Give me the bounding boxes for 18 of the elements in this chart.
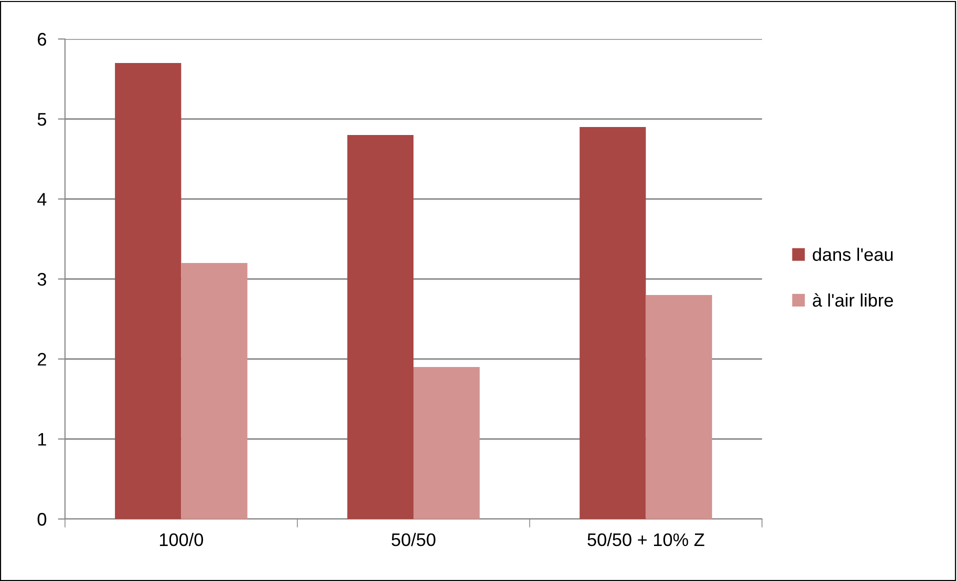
y-tick-label: 1 <box>38 433 46 446</box>
x-tick-label: 100/0 <box>160 532 204 546</box>
bar <box>181 263 248 519</box>
legend-label: dans l'eau <box>812 248 893 261</box>
x-tick-label: 50/50 + 10% Z <box>588 532 704 546</box>
legend-label: à l'air libre <box>812 293 893 307</box>
y-tick-label: 6 <box>38 32 46 46</box>
bar <box>414 367 480 519</box>
y-tick-label: 2 <box>38 352 46 366</box>
y-tick-label: 5 <box>38 113 46 126</box>
y-tick-label: 3 <box>38 272 46 286</box>
y-tick-label: 4 <box>37 193 46 206</box>
bar <box>347 135 414 519</box>
bar <box>646 295 712 519</box>
bar <box>580 127 646 519</box>
bar <box>114 63 182 519</box>
x-tick-label: 50/50 <box>392 532 436 546</box>
y-tick-label: 0 <box>38 512 46 526</box>
